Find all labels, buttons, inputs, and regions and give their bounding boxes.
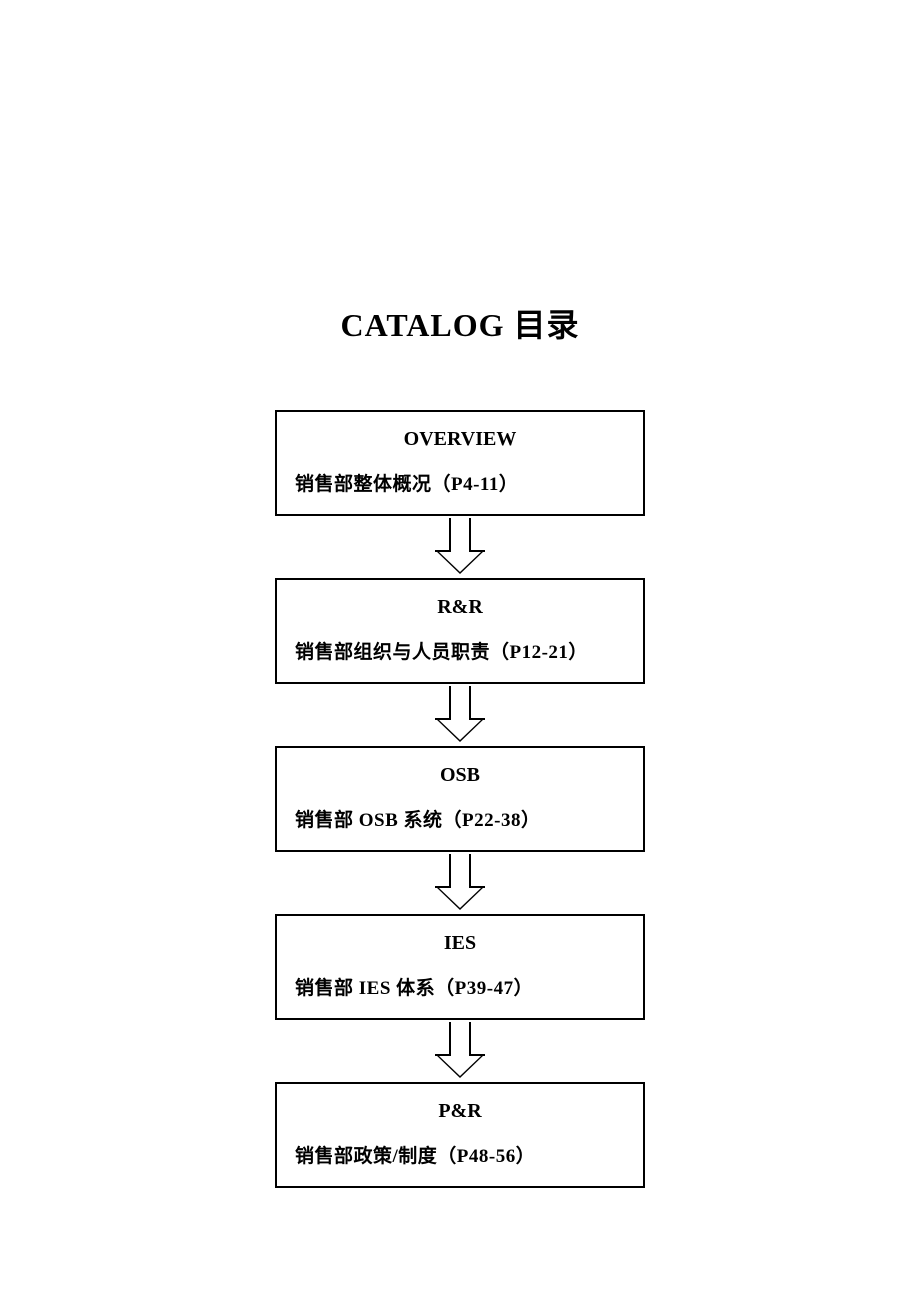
node-title: OSB [295,764,625,787]
flow-node-pr: P&R 销售部政策/制度（P48-56） [275,1082,645,1188]
node-subtitle: 销售部整体概况（P4-11） [295,469,625,496]
node-subtitle: 销售部 IES 体系（P39-47） [295,973,625,1000]
arrow-down-icon [435,854,485,912]
flow-node-osb: OSB 销售部 OSB 系统（P22-38） [275,746,645,852]
arrow-down-icon [435,1022,485,1080]
page-title: CATALOG 目录 [0,300,920,346]
node-title: P&R [295,1100,625,1123]
node-title: IES [295,932,625,955]
flow-node-rr: R&R 销售部组织与人员职责（P12-21） [275,578,645,684]
flow-node-ies: IES 销售部 IES 体系（P39-47） [275,914,645,1020]
arrow-down-icon [435,518,485,576]
flow-node-overview: OVERVIEW 销售部整体概况（P4-11） [275,410,645,516]
node-subtitle: 销售部 OSB 系统（P22-38） [295,805,625,832]
node-subtitle: 销售部组织与人员职责（P12-21） [295,637,625,664]
node-title: R&R [295,596,625,619]
arrow-down-icon [435,686,485,744]
node-subtitle: 销售部政策/制度（P48-56） [295,1141,625,1168]
flowchart-container: OVERVIEW 销售部整体概况（P4-11） R&R 销售部组织与人员职责（P… [275,410,645,1188]
node-title: OVERVIEW [295,428,625,451]
